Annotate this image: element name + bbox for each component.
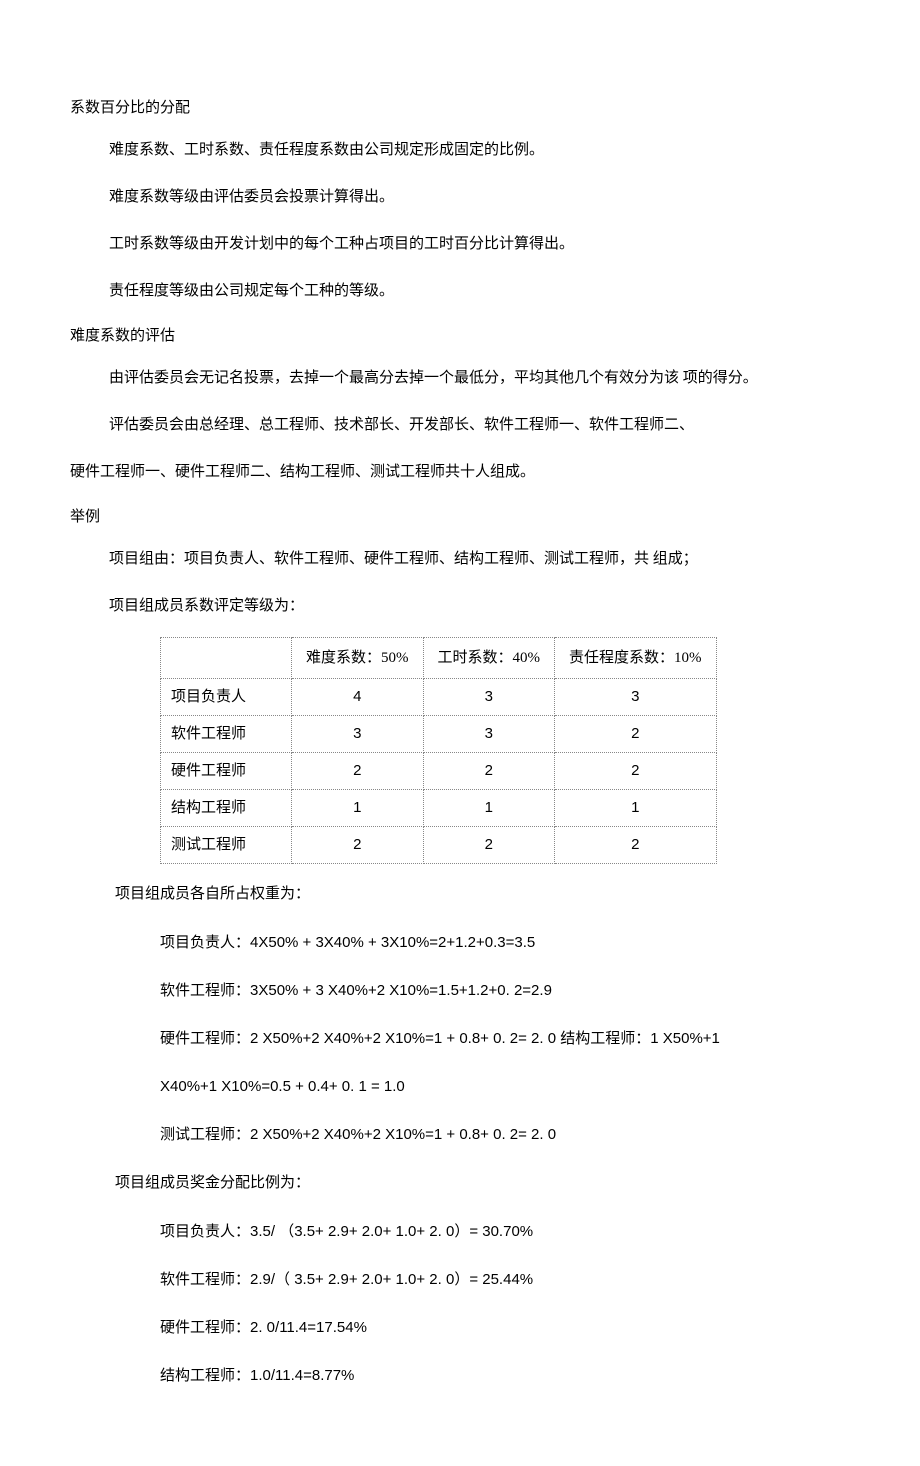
cell: 3	[423, 679, 555, 716]
paragraph: 由评估委员会无记名投票，去掉一个最高分去掉一个最低分，平均其他几个有效分为该 项…	[70, 362, 850, 395]
table-row: 结构工程师 1 1 1	[161, 790, 717, 827]
cell: 1	[423, 790, 555, 827]
cell: 2	[555, 827, 717, 864]
row-label: 测试工程师	[161, 827, 292, 864]
section-title-coefficient: 系数百分比的分配	[70, 96, 850, 120]
calc-line: 测试工程师：2 X50%+2 X40%+2 X10%=1 + 0.8+ 0. 2…	[70, 1117, 850, 1153]
cell: 3	[423, 716, 555, 753]
paragraph: 硬件工程师一、硬件工程师二、结构工程师、测试工程师共十人组成。	[70, 456, 850, 489]
table-header-responsibility: 责任程度系数：10%	[555, 638, 717, 679]
paragraph: 项目组成员系数评定等级为：	[70, 590, 850, 623]
row-label: 结构工程师	[161, 790, 292, 827]
calc-line: 硬件工程师：2 X50%+2 X40%+2 X10%=1 + 0.8+ 0. 2…	[70, 1021, 850, 1057]
table-row: 测试工程师 2 2 2	[161, 827, 717, 864]
calc-line: 软件工程师：2.9/（ 3.5+ 2.9+ 2.0+ 1.0+ 2. 0）= 2…	[70, 1262, 850, 1298]
paragraph: 责任程度等级由公司规定每个工种的等级。	[70, 275, 850, 308]
paragraph: 难度系数、工时系数、责任程度系数由公司规定形成固定的比例。	[70, 134, 850, 167]
bonus-title: 项目组成员奖金分配比例为：	[70, 1167, 850, 1200]
coefficient-table: 难度系数：50% 工时系数：40% 责任程度系数：10% 项目负责人 4 3 3…	[160, 637, 717, 864]
cell: 1	[555, 790, 717, 827]
row-label: 硬件工程师	[161, 753, 292, 790]
calc-line: 硬件工程师：2. 0/11.4=17.54%	[70, 1310, 850, 1346]
section-title-difficulty: 难度系数的评估	[70, 324, 850, 348]
cell: 3	[292, 716, 424, 753]
row-label: 项目负责人	[161, 679, 292, 716]
calc-line: 软件工程师：3X50% + 3 X40%+2 X10%=1.5+1.2+0. 2…	[70, 973, 850, 1009]
cell: 2	[555, 753, 717, 790]
cell: 3	[555, 679, 717, 716]
cell: 2	[423, 827, 555, 864]
calc-line: X40%+1 X10%=0.5 + 0.4+ 0. 1 = 1.0	[70, 1069, 850, 1105]
cell: 4	[292, 679, 424, 716]
table-header-difficulty: 难度系数：50%	[292, 638, 424, 679]
table-row: 项目负责人 4 3 3	[161, 679, 717, 716]
section-title-example: 举例	[70, 505, 850, 529]
cell: 2	[555, 716, 717, 753]
paragraph: 项目组由：项目负责人、软件工程师、硬件工程师、结构工程师、测试工程师，共 组成；	[70, 543, 850, 576]
paragraph: 难度系数等级由评估委员会投票计算得出。	[70, 181, 850, 214]
table-row: 软件工程师 3 3 2	[161, 716, 717, 753]
row-label: 软件工程师	[161, 716, 292, 753]
cell: 2	[292, 753, 424, 790]
cell: 1	[292, 790, 424, 827]
calc-line: 项目负责人：3.5/ （3.5+ 2.9+ 2.0+ 1.0+ 2. 0）= 3…	[70, 1214, 850, 1250]
paragraph: 工时系数等级由开发计划中的每个工种占项目的工时百分比计算得出。	[70, 228, 850, 261]
table-header-row: 难度系数：50% 工时系数：40% 责任程度系数：10%	[161, 638, 717, 679]
calc-line: 项目负责人：4X50% + 3X40% + 3X10%=2+1.2+0.3=3.…	[70, 925, 850, 961]
cell: 2	[423, 753, 555, 790]
table-row: 硬件工程师 2 2 2	[161, 753, 717, 790]
calc-line: 结构工程师：1.0/11.4=8.77%	[70, 1358, 850, 1394]
weights-title: 项目组成员各自所占权重为：	[70, 878, 850, 911]
table-header-empty	[161, 638, 292, 679]
cell: 2	[292, 827, 424, 864]
table-header-hours: 工时系数：40%	[423, 638, 555, 679]
paragraph: 评估委员会由总经理、总工程师、技术部长、开发部长、软件工程师一、软件工程师二、	[70, 409, 850, 442]
